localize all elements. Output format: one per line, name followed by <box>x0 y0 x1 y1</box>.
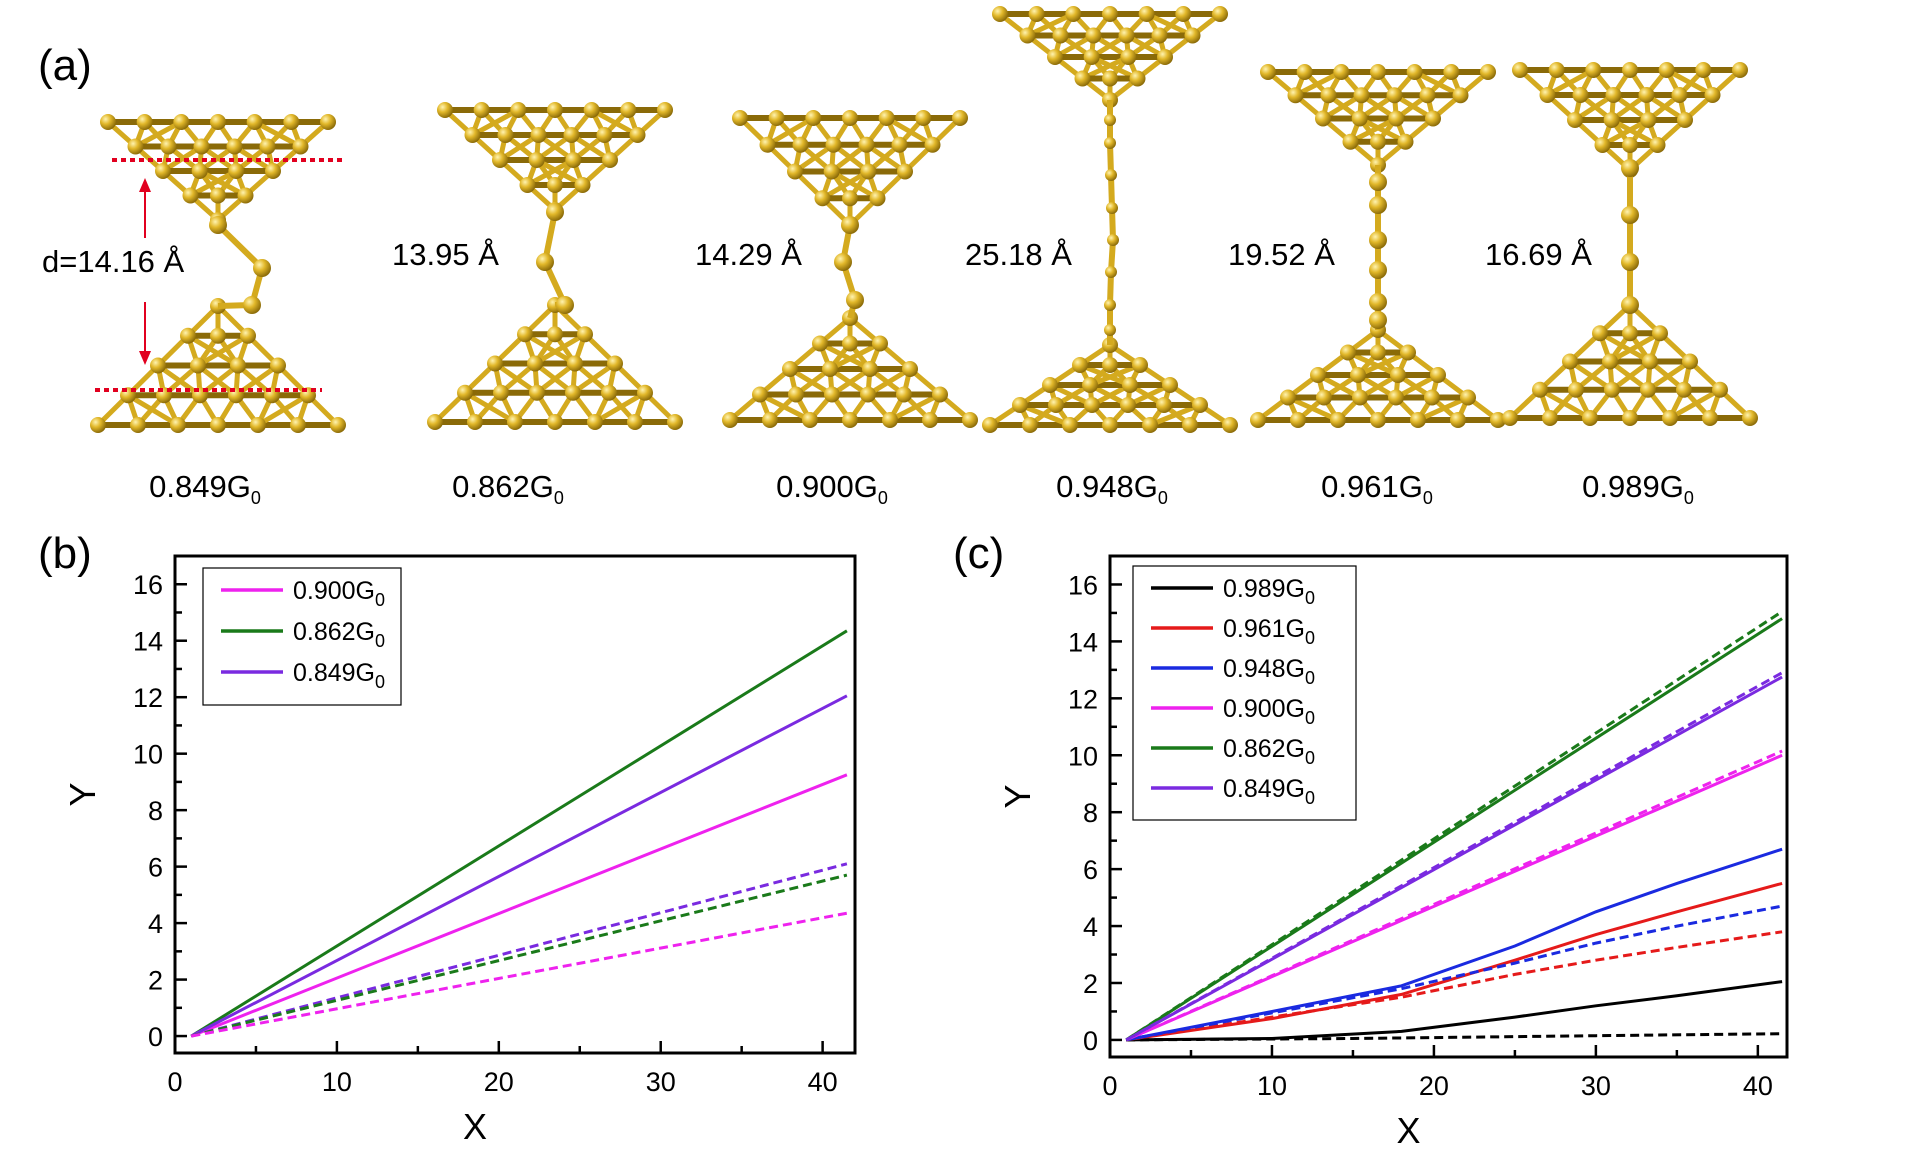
junction-structure <box>1250 64 1506 428</box>
plot-frame <box>1108 554 1789 1059</box>
y-tick-label: 2 <box>148 966 163 996</box>
x-tick-label: 10 <box>322 1067 352 1097</box>
legend-entry: 0.849G0 <box>293 659 385 692</box>
junction-structure <box>427 102 683 430</box>
chart-c: 0 10 20 30 400246810121416XY0.989G00.961G00.… <box>997 554 1789 1151</box>
y-tick-label: 10 <box>1068 741 1098 771</box>
y-tick-label: 16 <box>133 570 163 600</box>
dashed-series-line <box>1125 930 1783 1042</box>
y-tick-label: 0 <box>1083 1026 1098 1056</box>
legend: 0.900G0 0.862G0 0.849G0 <box>202 567 402 706</box>
junction-structure <box>90 114 346 433</box>
y-tick-label: 0 <box>148 1022 163 1052</box>
y-tick-label: 14 <box>1068 627 1098 657</box>
series-line <box>1125 675 1783 1042</box>
distance-label: 25.18 Å <box>965 237 1072 272</box>
y-tick-label: 6 <box>148 853 163 883</box>
legend-box <box>1132 565 1357 821</box>
legend-entry: 0.862G0 <box>1223 735 1315 768</box>
x-tick-label: 40 <box>808 1067 838 1097</box>
dashed-series-line <box>1125 749 1783 1042</box>
legend-entry: 0.862G0 <box>293 618 385 651</box>
series-line <box>1125 847 1783 1042</box>
panel-c-label: (c) <box>953 529 1004 578</box>
conductance-label: 0.849G0 <box>149 469 261 508</box>
legend-entry: 0.989G0 <box>1223 575 1315 608</box>
panel-a-label: (a) <box>38 41 92 90</box>
distance-label: 16.69 Å <box>1485 237 1592 272</box>
series-line <box>1126 980 1783 1042</box>
dashed-series-line <box>190 873 848 1038</box>
y-tick-label: 4 <box>1083 912 1098 942</box>
distance-label: d=14.16 Å <box>42 244 185 279</box>
distance-label: 19.52 Å <box>1228 237 1335 272</box>
x-tick-label: 0 <box>1102 1071 1117 1101</box>
x-tick-label: 0 <box>167 1067 182 1097</box>
gold-junction-structures: d=14.16 Å 0.849G0 13.95 Å 0.862G0 14.29 Å 0.9… <box>42 6 1758 508</box>
junction-structure <box>982 6 1238 433</box>
conductance-label: 0.961G0 <box>1321 469 1433 508</box>
y-tick-label: 6 <box>1083 855 1098 885</box>
dashed-series-line <box>1125 904 1783 1042</box>
junction-structure <box>722 110 978 428</box>
series-line <box>190 773 848 1038</box>
panel-b-label: (b) <box>38 529 92 578</box>
legend-entry: 0.849G0 <box>1223 775 1315 808</box>
conductance-label: 0.989G0 <box>1582 469 1694 508</box>
dashed-series-line <box>1125 610 1783 1042</box>
legend-entry: 0.961G0 <box>1223 615 1315 648</box>
x-tick-label: 20 <box>1419 1071 1449 1101</box>
series-line <box>1125 881 1783 1042</box>
y-tick-label: 12 <box>1068 684 1098 714</box>
y-tick-label: 8 <box>1083 798 1098 828</box>
legend-entry: 0.900G0 <box>1223 695 1315 728</box>
plot-frame <box>173 554 857 1055</box>
junction-structure <box>1502 62 1758 426</box>
chart-b: 0 10 20 30 400246810121416XY0.900G00.862G00.… <box>62 554 857 1147</box>
y-axis-title: Y <box>62 782 103 806</box>
x-tick-label: 30 <box>1581 1071 1611 1101</box>
conductance-label: 0.900G0 <box>776 469 888 508</box>
series-line <box>190 629 848 1038</box>
series-line <box>190 694 848 1038</box>
conductance-label: 0.862G0 <box>452 469 564 508</box>
legend: 0.989G0 0.961G0 0.948G0 0.900G0 0.862G0 0.849… <box>1132 565 1357 821</box>
dashed-series-line <box>1126 1032 1783 1042</box>
distance-label: 14.29 Å <box>695 237 802 272</box>
arrow-head-down <box>139 351 151 365</box>
legend-entry: 0.900G0 <box>293 577 385 610</box>
y-tick-label: 16 <box>1068 570 1098 600</box>
y-tick-label: 4 <box>148 909 163 939</box>
arrow-head-up <box>139 178 151 192</box>
x-tick-label: 10 <box>1257 1071 1287 1101</box>
y-tick-label: 12 <box>133 683 163 713</box>
conductance-label: 0.948G0 <box>1056 469 1168 508</box>
x-tick-label: 40 <box>1743 1071 1773 1101</box>
legend-entry: 0.948G0 <box>1223 655 1315 688</box>
x-tick-label: 30 <box>646 1067 676 1097</box>
x-axis-title: X <box>463 1106 487 1147</box>
y-axis-title: Y <box>997 784 1038 808</box>
y-tick-label: 8 <box>148 796 163 826</box>
distance-label: 13.95 Å <box>392 237 499 272</box>
x-axis-title: X <box>1396 1110 1420 1151</box>
y-tick-label: 14 <box>133 627 163 657</box>
dashed-series-line <box>190 862 848 1038</box>
y-tick-label: 10 <box>133 740 163 770</box>
y-tick-label: 2 <box>1083 969 1098 999</box>
x-tick-label: 20 <box>484 1067 514 1097</box>
